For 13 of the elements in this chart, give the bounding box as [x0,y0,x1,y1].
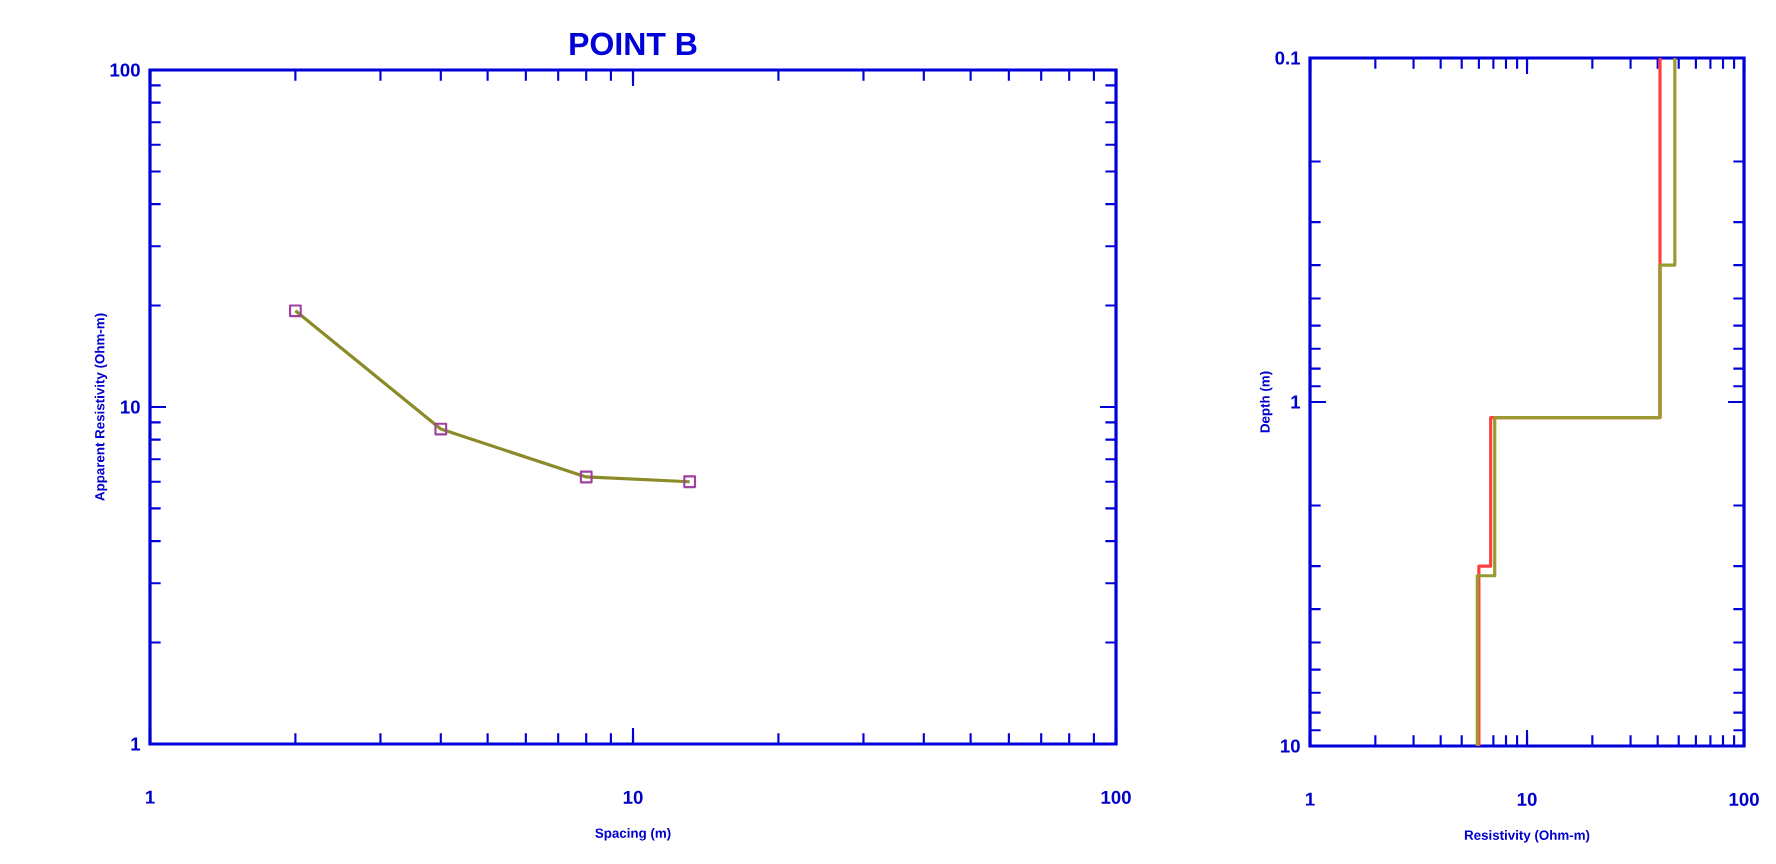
x-tick-label: 10 [623,790,643,804]
x-tick-label: 1 [145,790,155,804]
chart-title: POINT B [570,32,697,56]
y-tick-label: 10 [120,400,140,414]
y-tick-label: 10 [1281,739,1300,753]
x-tick-label: 100 [1729,792,1759,806]
x-tick-label: 1 [1306,792,1315,806]
y-tick-label: 0.1 [1275,51,1301,65]
x-tick-label: 100 [1101,790,1131,804]
y-tick-label: 1 [1291,395,1301,409]
y-tick-label: 100 [110,63,140,77]
y-tick-label: 1 [131,737,141,751]
x-tick-label: 10 [1517,792,1537,806]
